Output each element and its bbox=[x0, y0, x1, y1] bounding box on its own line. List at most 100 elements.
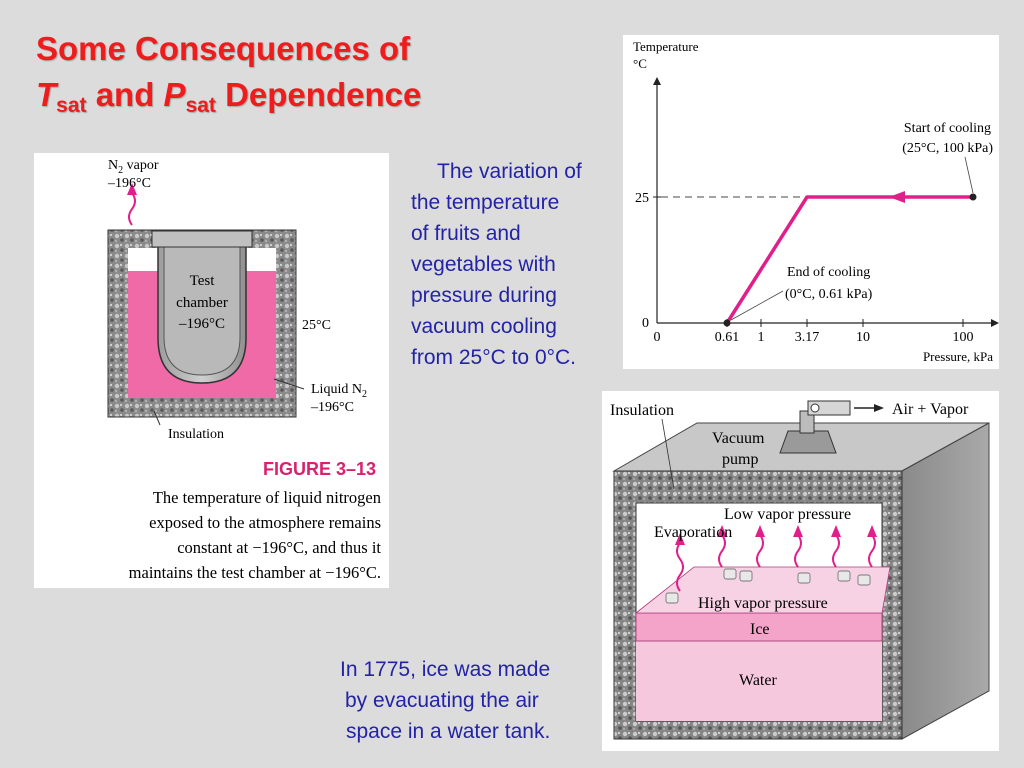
x-tick-label: 0.61 bbox=[715, 330, 740, 345]
ambient-temp-label: 25°C bbox=[302, 318, 331, 333]
vacuum-text-line: The variation of bbox=[437, 160, 582, 183]
end-leader-line bbox=[730, 290, 784, 321]
start-annotation-line-2: (25°C, 100 kPa) bbox=[902, 141, 993, 156]
ice-chunks bbox=[665, 568, 871, 604]
vacuum-cooling-description: The variation of the temperature of frui… bbox=[411, 156, 582, 373]
ice-tank-figure: Insulation Vacuum pump Air + Vapor Low v… bbox=[602, 391, 999, 751]
y-axis-arrowhead bbox=[653, 77, 661, 85]
x-tick-label: 3.17 bbox=[795, 330, 820, 345]
evaporation-arrowheads bbox=[675, 525, 877, 545]
vapor-arrowhead bbox=[127, 183, 137, 195]
end-point bbox=[723, 319, 731, 327]
ice-chunk bbox=[723, 568, 737, 580]
evaporation-arrow bbox=[794, 534, 802, 568]
ice-label: Ice bbox=[750, 621, 770, 638]
evaporation-arrowhead bbox=[831, 525, 841, 537]
ice-text-line: In 1775, ice was made bbox=[340, 658, 551, 681]
evaporation-arrow bbox=[756, 534, 764, 568]
vacuum-pump-body bbox=[779, 430, 837, 454]
evaporation-arrow bbox=[718, 534, 726, 568]
y-axis-unit: °C bbox=[633, 56, 647, 71]
chart-svg: Temperature °C Pressure, kPa 0 0.61 1 3.… bbox=[633, 39, 999, 364]
start-annotation-line-1: Start of cooling bbox=[904, 121, 991, 136]
x-tick-label: 1 bbox=[758, 330, 765, 345]
outflow-arrowhead bbox=[874, 404, 884, 412]
n2-vapor-temp: –196°C bbox=[107, 176, 151, 191]
evaporation-arrows bbox=[676, 534, 876, 592]
tank-side-face bbox=[901, 422, 990, 740]
figure-caption-line: exposed to the atmosphere remains bbox=[149, 513, 381, 532]
title-t-sub: sat bbox=[56, 94, 87, 117]
evaporation-arrow bbox=[676, 542, 684, 592]
vacuum-pump-neck bbox=[799, 410, 815, 434]
title-p-sub: sat bbox=[185, 94, 216, 117]
evaporation-arrowhead bbox=[717, 525, 727, 537]
title-line-2: Tsat and Psat Dependence bbox=[36, 72, 421, 129]
figure-caption-line: The temperature of liquid nitrogen bbox=[153, 488, 381, 507]
water-label: Water bbox=[739, 672, 777, 689]
ice-chunk bbox=[857, 574, 871, 586]
title-p-letter: P bbox=[163, 76, 186, 113]
high-vapor-pressure-label: High vapor pressure bbox=[698, 595, 828, 612]
end-annotation-line-1: End of cooling bbox=[787, 265, 870, 280]
figure-caption-line: constant at −196°C, and thus it bbox=[177, 538, 381, 557]
vacuum-text-line: the temperature bbox=[411, 191, 560, 214]
ice-chunk bbox=[665, 592, 679, 604]
x-tick-label: 0 bbox=[654, 330, 661, 345]
x-axis-arrowhead bbox=[991, 319, 999, 327]
n2-vapor-label: N2 vapor bbox=[108, 158, 159, 176]
ice-text-line: by evacuating the air bbox=[345, 689, 539, 712]
title-and: and bbox=[86, 76, 164, 113]
ice-chunk bbox=[739, 570, 753, 582]
vacuum-text-line: from 25°C to 0°C. bbox=[411, 346, 577, 369]
ice-text-line: space in a water tank. bbox=[346, 720, 551, 743]
cooling-direction-arrow bbox=[889, 191, 905, 203]
vapor-surface bbox=[634, 566, 891, 614]
ice-chunk bbox=[797, 572, 811, 584]
x-tick-label: 10 bbox=[856, 330, 870, 345]
slide-title: Some Consequences of Tsat and Psat Depen… bbox=[36, 26, 421, 129]
liquid-n2-temp: –196°C bbox=[310, 400, 354, 415]
chamber-label: –196°C bbox=[178, 316, 225, 332]
insulation-leader-line bbox=[153, 410, 161, 426]
liquid-leader-line bbox=[273, 378, 305, 390]
title-dependence: Dependence bbox=[215, 76, 422, 113]
chamber-label: chamber bbox=[176, 295, 228, 311]
ice-tank-diagram: Insulation Vacuum pump Air + Vapor Low v… bbox=[610, 400, 990, 740]
chamber-lid bbox=[151, 230, 253, 248]
vacuum-pump-label-line-1: Vacuum bbox=[712, 430, 765, 447]
vacuum-text-line: pressure during bbox=[411, 284, 557, 307]
test-chamber-inner bbox=[163, 242, 241, 376]
vacuum-text-line: vacuum cooling bbox=[411, 315, 557, 338]
start-point bbox=[969, 193, 977, 201]
low-vapor-pressure-label: Low vapor pressure bbox=[724, 506, 851, 523]
insulation-leader-line bbox=[661, 418, 675, 490]
evaporation-arrowhead bbox=[867, 525, 877, 537]
y-tick-label: 25 bbox=[635, 191, 649, 206]
ice-chunk bbox=[837, 570, 851, 582]
end-annotation-line-2: (0°C, 0.61 kPa) bbox=[785, 287, 873, 302]
evaporation-arrowhead bbox=[675, 533, 685, 545]
vacuum-pump-valve bbox=[810, 403, 820, 413]
ice-description: In 1775, ice was made by evacuating the … bbox=[340, 654, 550, 747]
insulation-label: Insulation bbox=[168, 427, 224, 442]
liquid-n2-label: Liquid N2 bbox=[311, 382, 367, 400]
vacuum-cooling-chart: Temperature °C Pressure, kPa 0 0.61 1 3.… bbox=[623, 35, 999, 369]
vacuum-text-line: vegetables with bbox=[411, 253, 556, 276]
y-tick-label: 0 bbox=[642, 316, 649, 331]
figure-number: FIGURE 3–13 bbox=[263, 459, 376, 479]
evaporation-arrowhead bbox=[755, 525, 765, 537]
title-line-1: Some Consequences of bbox=[36, 30, 411, 67]
x-tick-label: 100 bbox=[953, 330, 974, 345]
vapor-arrow bbox=[128, 192, 136, 226]
evaporation-label: Evaporation bbox=[654, 524, 732, 541]
vacuum-text-line: of fruits and bbox=[411, 222, 521, 245]
evaporation-arrowhead bbox=[793, 525, 803, 537]
evaporation-arrow bbox=[868, 534, 876, 568]
vacuum-pump-outlet bbox=[807, 400, 851, 416]
vacuum-pump-label-line-2: pump bbox=[722, 451, 758, 468]
liquid-nitrogen-diagram: N2 vapor –196°C Test chamber –196°C 25°C… bbox=[107, 158, 381, 582]
x-axis-label: Pressure, kPa bbox=[923, 349, 993, 364]
outflow-label: Air + Vapor bbox=[892, 401, 969, 418]
figure-caption-line: maintains the test chamber at −196°C. bbox=[129, 563, 381, 582]
